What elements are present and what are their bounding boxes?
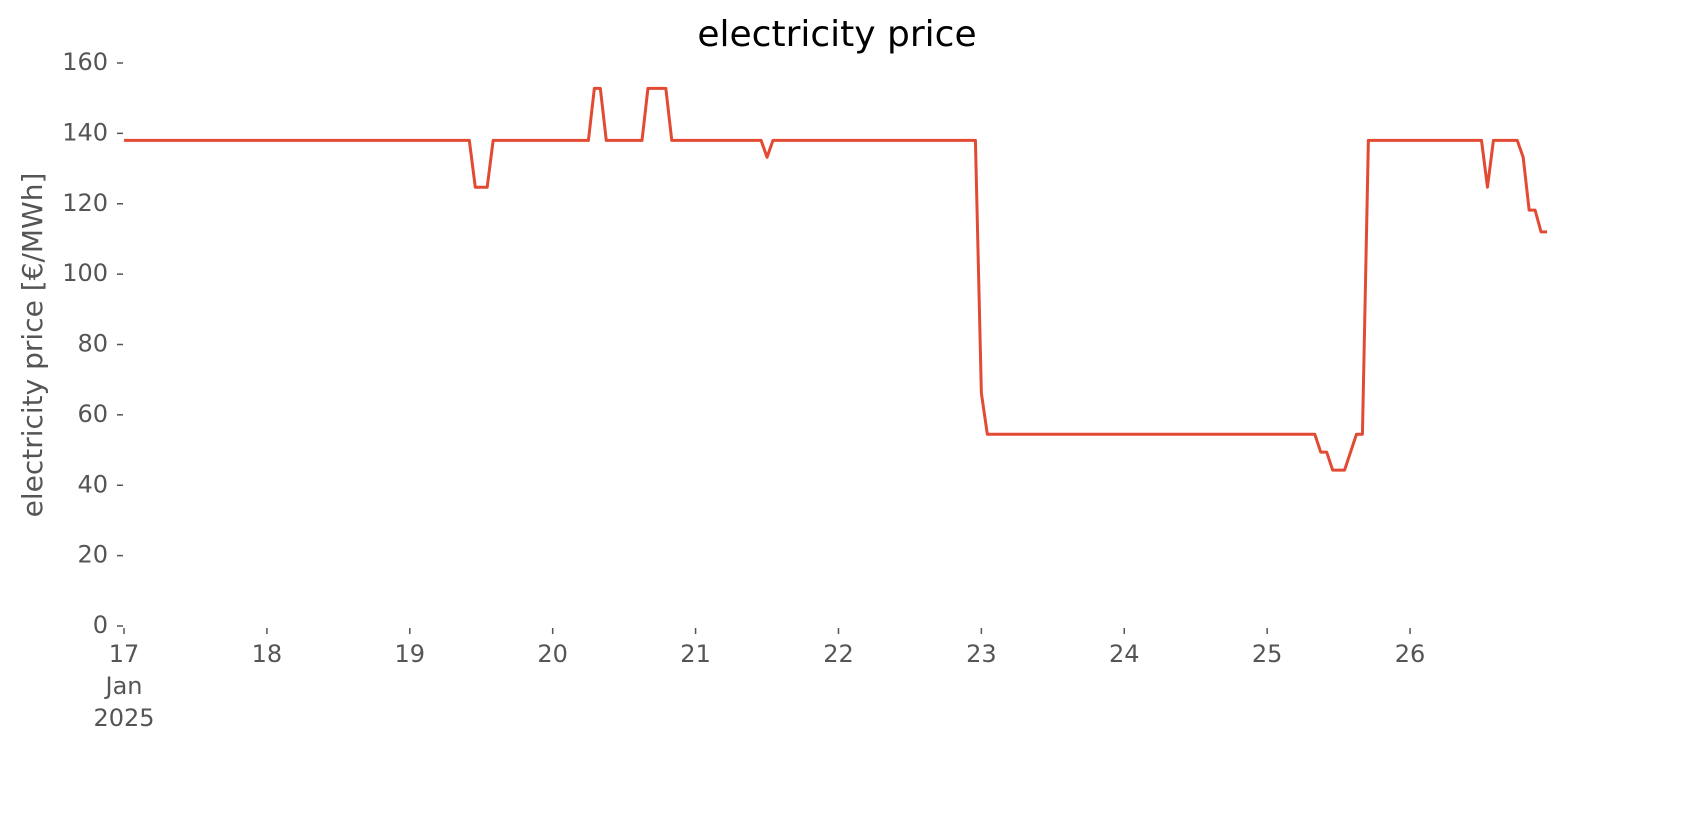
- x-tick-label: 17 Jan 2025: [93, 640, 155, 732]
- y-tick-label: 40: [77, 470, 108, 498]
- x-tick-label: 20: [537, 640, 568, 668]
- price-line: [124, 86, 1547, 472]
- chart-title: electricity price: [697, 14, 976, 55]
- y-tick-label: 120: [62, 189, 108, 217]
- y-tick-label: 80: [77, 330, 108, 358]
- x-tick-label: 25: [1251, 640, 1283, 668]
- x-tick-label: 24: [1108, 640, 1140, 668]
- x-tick-label: 23: [966, 640, 997, 668]
- y-tick-label: 100: [62, 259, 108, 287]
- y-tick-label: 140: [62, 118, 108, 146]
- x-tick-label: 26: [1394, 640, 1426, 668]
- x-tick-label: 22: [823, 640, 854, 668]
- y-tick-label: 0: [93, 611, 108, 639]
- y-tick-label: 20: [77, 541, 108, 569]
- x-tick-label: 21: [680, 640, 711, 668]
- x-tick-label: 18: [251, 640, 283, 668]
- y-axis-label: electricity price [€/MWh]: [16, 173, 49, 518]
- y-tick-label: 60: [77, 400, 108, 428]
- y-tick-label: 160: [62, 48, 108, 76]
- x-tick-label: 19: [394, 640, 426, 668]
